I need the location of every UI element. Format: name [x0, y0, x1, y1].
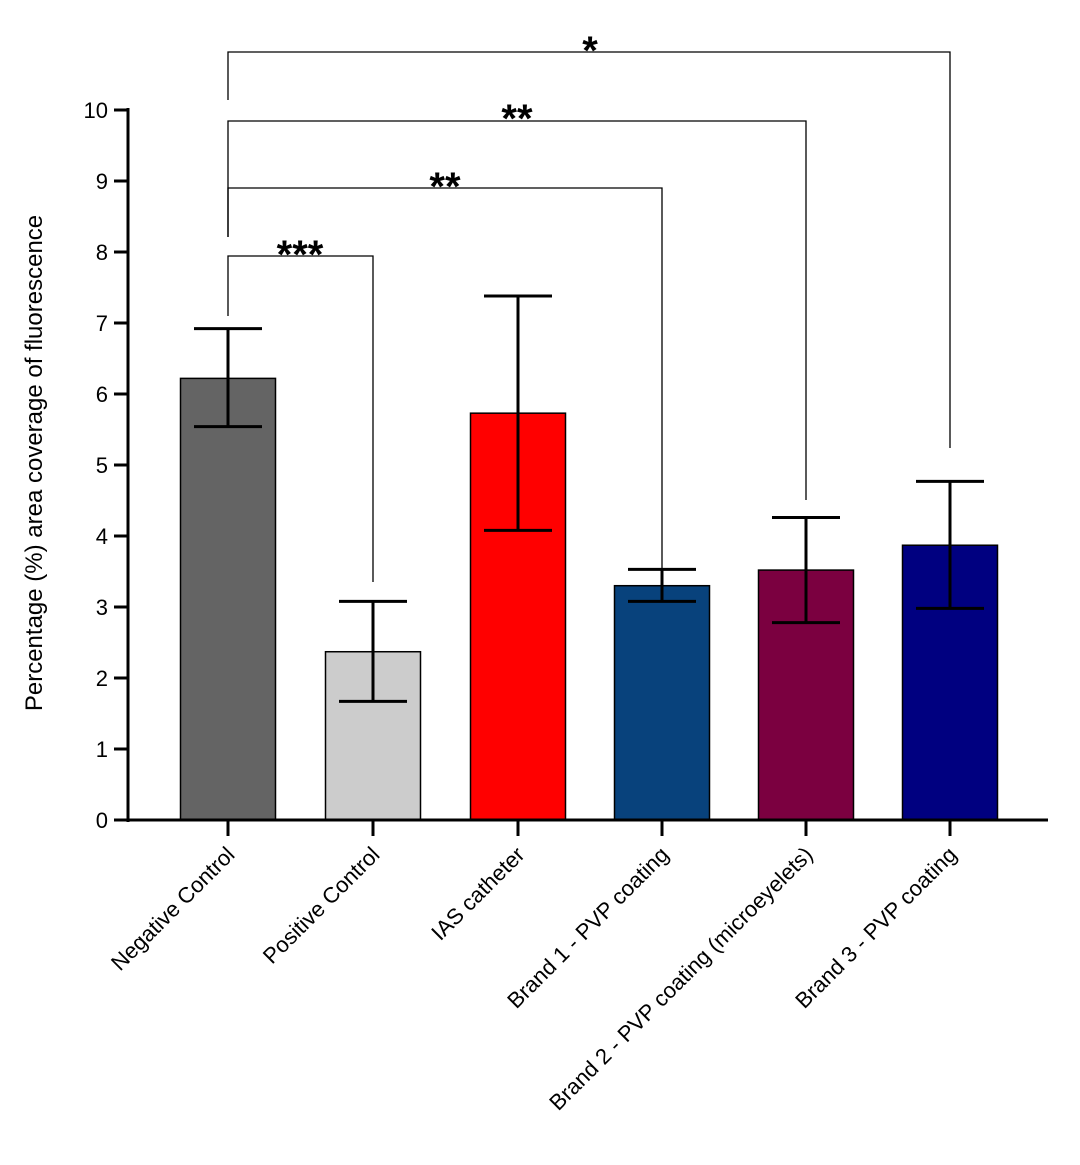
y-tick-label-0: 0	[96, 808, 108, 833]
y-tick-label-10: 10	[84, 98, 108, 123]
x-tick-label-4: Brand 2 - PVP coating (microeyelets)	[544, 842, 817, 1115]
bar-0	[179, 377, 277, 821]
significance-label-3: *	[582, 29, 598, 73]
y-tick-label-9: 9	[96, 169, 108, 194]
y-axis-label: Percentage (%) area coverage of fluoresc…	[21, 215, 48, 711]
significance-label-0: ***	[277, 233, 324, 277]
significance-bracket-3	[227, 51, 951, 448]
bar-3	[613, 584, 711, 821]
y-tick-label-4: 4	[96, 524, 108, 549]
x-tick-label-5: Brand 3 - PVP coating	[790, 842, 961, 1013]
significance-brackets-layer: ********	[227, 29, 951, 582]
significance-label-2: **	[501, 97, 533, 141]
y-tick-label-3: 3	[96, 595, 108, 620]
significance-bracket-2	[227, 120, 807, 500]
significance-bracket-0	[227, 255, 374, 582]
error-bars-layer	[194, 294, 984, 703]
y-tick-label-5: 5	[96, 453, 108, 478]
significance-label-1: **	[429, 165, 461, 209]
bars-layer	[179, 377, 999, 821]
y-tick-label-1: 1	[96, 737, 108, 762]
x-tick-label-0: Negative Control	[106, 842, 240, 976]
x-tick-label-1: Positive Control	[258, 842, 385, 969]
y-tick-label-8: 8	[96, 240, 108, 265]
y-tick-label-7: 7	[96, 311, 108, 336]
y-tick-label-6: 6	[96, 382, 108, 407]
x-tick-label-2: IAS catheter	[426, 842, 529, 945]
y-tick-label-2: 2	[96, 666, 108, 691]
x-tick-label-3: Brand 1 - PVP coating	[502, 842, 673, 1013]
